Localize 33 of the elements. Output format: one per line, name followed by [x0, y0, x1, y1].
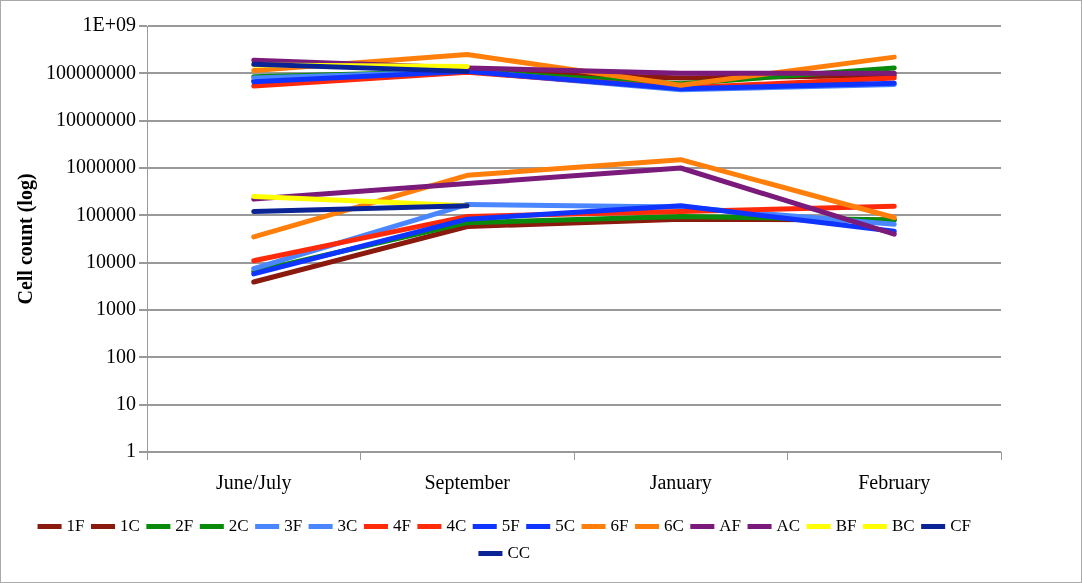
legend-label: 3F	[284, 515, 303, 535]
y-tick-label: 100000	[76, 202, 136, 225]
y-tick-label: 100000000	[46, 60, 136, 83]
y-tick-label: 10000	[86, 249, 136, 272]
legend-label: CC	[507, 542, 531, 562]
legend-label: CF	[950, 515, 971, 535]
x-tick-label: September	[424, 471, 511, 495]
legend-label: 4C	[446, 515, 467, 535]
legend-label: 1F	[66, 515, 85, 535]
y-tick-label: 1000000	[66, 155, 136, 178]
y-tick-label: 10	[116, 391, 136, 414]
y-axis-title: Cell count (log)	[14, 173, 38, 305]
legend-label: 5F	[501, 515, 520, 535]
x-tick-label: January	[649, 471, 712, 495]
y-tick-label: 1000	[96, 297, 136, 320]
x-tick-label: February	[858, 471, 931, 495]
legend-label: 4F	[392, 515, 411, 535]
legend-label: 5C	[555, 515, 576, 535]
legend-label: AF	[719, 515, 742, 535]
legend-label: 6C	[663, 515, 684, 535]
legend-label: 3C	[337, 515, 358, 535]
y-tick-label: 100	[106, 344, 136, 367]
x-tick-label: June/July	[215, 471, 292, 495]
legend-label: 2F	[175, 515, 194, 535]
y-tick-label: 1	[126, 439, 136, 462]
legend-label: 2C	[228, 515, 249, 535]
y-tick-label: 1E+09	[82, 13, 136, 36]
legend-label: BF	[835, 515, 857, 535]
legend-label: BC	[891, 515, 915, 535]
legend-label: 1C	[120, 515, 140, 535]
y-tick-label: 10000000	[56, 107, 136, 130]
legend-label: 6F	[610, 515, 629, 535]
legend-label: AC	[776, 515, 801, 535]
